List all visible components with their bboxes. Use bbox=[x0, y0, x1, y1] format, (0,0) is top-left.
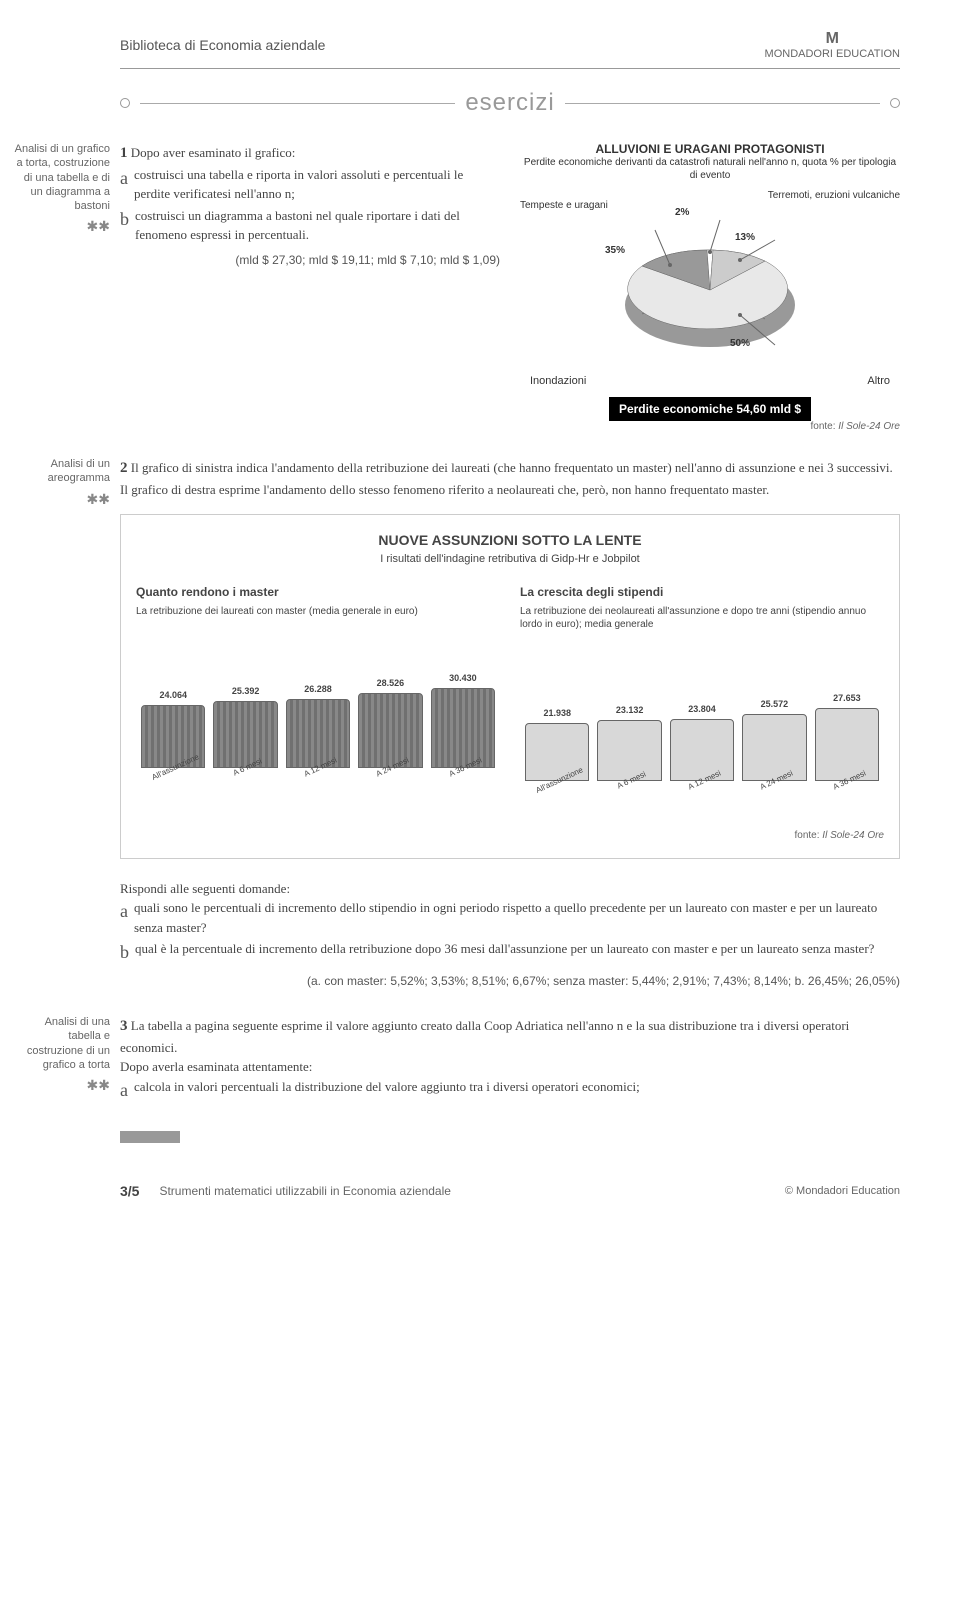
bar-value: 25.392 bbox=[232, 685, 260, 699]
bars-right: La crescita degli stipendi La retribuzio… bbox=[520, 583, 884, 798]
bars-left-labels: All'assunzioneA 6 mesiA 12 mesiA 24 mesi… bbox=[136, 773, 500, 785]
ex1-a-text: costruisci una tabella e riporta in valo… bbox=[134, 165, 500, 204]
pie-label-tempeste: Tempeste e uragani bbox=[520, 200, 608, 211]
ex3-a-text: calcola in valori percentuali la distrib… bbox=[134, 1077, 640, 1104]
pie-subtitle: Perdite economiche derivanti da catastro… bbox=[520, 156, 900, 182]
bar-value: 28.526 bbox=[377, 677, 405, 691]
pie-chart-box: ALLUVIONI E URAGANI PROTAGONISTI Perdite… bbox=[520, 142, 900, 432]
bar-value: 27.653 bbox=[833, 692, 861, 706]
ex2-difficulty: ✱✱ bbox=[10, 490, 110, 508]
brand-logo: M bbox=[765, 30, 900, 48]
divider-circle-right bbox=[890, 98, 900, 108]
pie-label-inondazioni: Inondazioni bbox=[530, 375, 586, 387]
ex3-content: 3 La tabella a pagina seguente esprime i… bbox=[120, 1015, 900, 1106]
footer-page: 3/5 bbox=[120, 1183, 139, 1199]
ex1-sidebar-text: Analisi di un grafico a torta, costruzio… bbox=[15, 143, 110, 212]
pie-dot-50 bbox=[738, 313, 742, 317]
pie-chart: Tempeste e uragani Terremoti, eruzioni v… bbox=[520, 190, 900, 370]
footer: 3/5 Strumenti matematici utilizzabili in… bbox=[120, 1131, 900, 1199]
footer-bar bbox=[120, 1131, 180, 1143]
bars-left-title: Quanto rendono i master bbox=[136, 583, 500, 601]
bars-right-chart: 21.938 23.132 23.804 25.572 27.653 bbox=[520, 641, 884, 781]
ex2-text: Il grafico di sinistra indica l'andament… bbox=[120, 460, 893, 497]
pie-dot-35 bbox=[668, 263, 672, 267]
bar-value: 23.804 bbox=[688, 703, 716, 717]
footer-title: Strumenti matematici utilizzabili in Eco… bbox=[159, 1184, 764, 1198]
ex3-number: 3 bbox=[120, 1018, 128, 1034]
pie-pct-35: 35% bbox=[605, 245, 625, 256]
ex3-sidebar: Analisi di una tabella e costruzione di … bbox=[10, 1015, 110, 1094]
ex1-b-letter: b bbox=[120, 206, 135, 245]
bars-subtitle: I risultati dell'indagine retributiva di… bbox=[136, 551, 884, 568]
q-b-letter: b bbox=[120, 939, 135, 966]
divider-line-left bbox=[140, 103, 455, 104]
ex1-b-text: costruisci un diagramma a bastoni nel qu… bbox=[135, 206, 500, 245]
pie-label-altro: Altro bbox=[867, 375, 890, 387]
bars-left: Quanto rendono i master La retribuzione … bbox=[136, 583, 500, 798]
bars-right-desc: La retribuzione dei neolaureati all'assu… bbox=[520, 605, 884, 631]
bar-value: 24.064 bbox=[159, 689, 187, 703]
ex1-a-letter: a bbox=[120, 165, 134, 204]
bar-charts-box: NUOVE ASSUNZIONI SOTTO LA LENTE I risult… bbox=[120, 514, 900, 859]
pie-svg bbox=[520, 190, 900, 370]
bar-value: 25.572 bbox=[761, 698, 789, 712]
questions: Rispondi alle seguenti domande: aquali s… bbox=[120, 879, 900, 991]
ex1-intro: Dopo aver esaminato il grafico: bbox=[131, 145, 296, 160]
ex3-a-letter: a bbox=[120, 1077, 134, 1104]
brand-name: MONDADORI EDUCATION bbox=[765, 48, 900, 60]
bar-value: 21.938 bbox=[543, 707, 571, 721]
ex2-sidebar: Analisi di un areogramma ✱✱ bbox=[10, 457, 110, 508]
q-a-text: quali sono le percentuali di incremento … bbox=[134, 898, 900, 937]
pie-line-13 bbox=[740, 240, 775, 260]
pie-label-terremoti: Terremoti, eruzioni vulcaniche bbox=[768, 190, 900, 201]
bars-left-desc: La retribuzione dei laureati con master … bbox=[136, 605, 500, 618]
q-b-text: qual è la percentuale di incremento dell… bbox=[135, 939, 874, 966]
pie-pct-2: 2% bbox=[675, 207, 689, 218]
questions-answer: (a. con master: 5,52%; 3,53%; 8,51%; 6,6… bbox=[120, 972, 900, 990]
bar-value: 30.430 bbox=[449, 672, 477, 686]
ex3-sidebar-text: Analisi di una tabella e costruzione di … bbox=[27, 1016, 110, 1071]
pie-source: fonte: Il Sole-24 Ore bbox=[520, 421, 900, 432]
page-header: Biblioteca di Economia aziendale M MONDA… bbox=[120, 30, 900, 69]
q-a-letter: a bbox=[120, 898, 134, 937]
ex1-sidebar: Analisi di un grafico a torta, costruzio… bbox=[10, 142, 110, 236]
pie-line-2 bbox=[710, 220, 720, 252]
exercise-1: Analisi di un grafico a torta, costruzio… bbox=[120, 142, 900, 432]
divider-circle-left bbox=[120, 98, 130, 108]
pie-total-bar: Perdite economiche 54,60 mld $ bbox=[609, 397, 811, 421]
bar-value: 23.132 bbox=[616, 704, 644, 718]
section-title: esercizi bbox=[465, 89, 554, 117]
section-divider: esercizi bbox=[120, 89, 900, 117]
bars-source: fonte: Il Sole-24 Ore bbox=[136, 828, 884, 843]
bars-right-labels: All'assunzioneA 6 mesiA 12 mesiA 24 mesi… bbox=[520, 786, 884, 798]
ex2-sidebar-text: Analisi di un areogramma bbox=[48, 458, 110, 484]
ex1-answer: (mld $ 27,30; mld $ 19,11; mld $ 7,10; m… bbox=[120, 251, 500, 269]
questions-intro: Rispondi alle seguenti domande: bbox=[120, 879, 900, 899]
brand: M MONDADORI EDUCATION bbox=[765, 30, 900, 60]
ex2-content: 2 Il grafico di sinistra indica l'andame… bbox=[120, 457, 900, 990]
pie-title: ALLUVIONI E URAGANI PROTAGONISTI bbox=[520, 142, 900, 156]
ex1-difficulty: ✱✱ bbox=[10, 217, 110, 235]
ex3-difficulty: ✱✱ bbox=[10, 1076, 110, 1094]
bars-left-chart: 24.064 25.392 26.288 28.526 30.430 bbox=[136, 628, 500, 768]
pie-pct-50: 50% bbox=[730, 338, 750, 349]
ex2-number: 2 bbox=[120, 460, 128, 476]
bars-right-title: La crescita degli stipendi bbox=[520, 583, 884, 601]
exercise-3: Analisi di una tabella e costruzione di … bbox=[120, 1015, 900, 1106]
pie-pct-13: 13% bbox=[735, 232, 755, 243]
ex1-number: 1 bbox=[120, 145, 128, 161]
bar-value: 26.288 bbox=[304, 683, 332, 697]
footer-brand: © Mondadori Education bbox=[785, 1185, 900, 1197]
pie-dot-13 bbox=[738, 258, 742, 262]
ex3-intro: La tabella a pagina seguente esprime il … bbox=[120, 1018, 849, 1055]
bars-title: NUOVE ASSUNZIONI SOTTO LA LENTE bbox=[136, 530, 884, 551]
divider-line-right bbox=[565, 103, 880, 104]
site-title: Biblioteca di Economia aziendale bbox=[120, 37, 325, 53]
ex3-intro2: Dopo averla esaminata attentamente: bbox=[120, 1057, 900, 1077]
exercise-2: Analisi di un areogramma ✱✱ 2 Il grafico… bbox=[120, 457, 900, 990]
pie-dot-2 bbox=[708, 250, 712, 254]
ex1-text-col: 1 Dopo aver esaminato il grafico: acostr… bbox=[120, 142, 500, 432]
